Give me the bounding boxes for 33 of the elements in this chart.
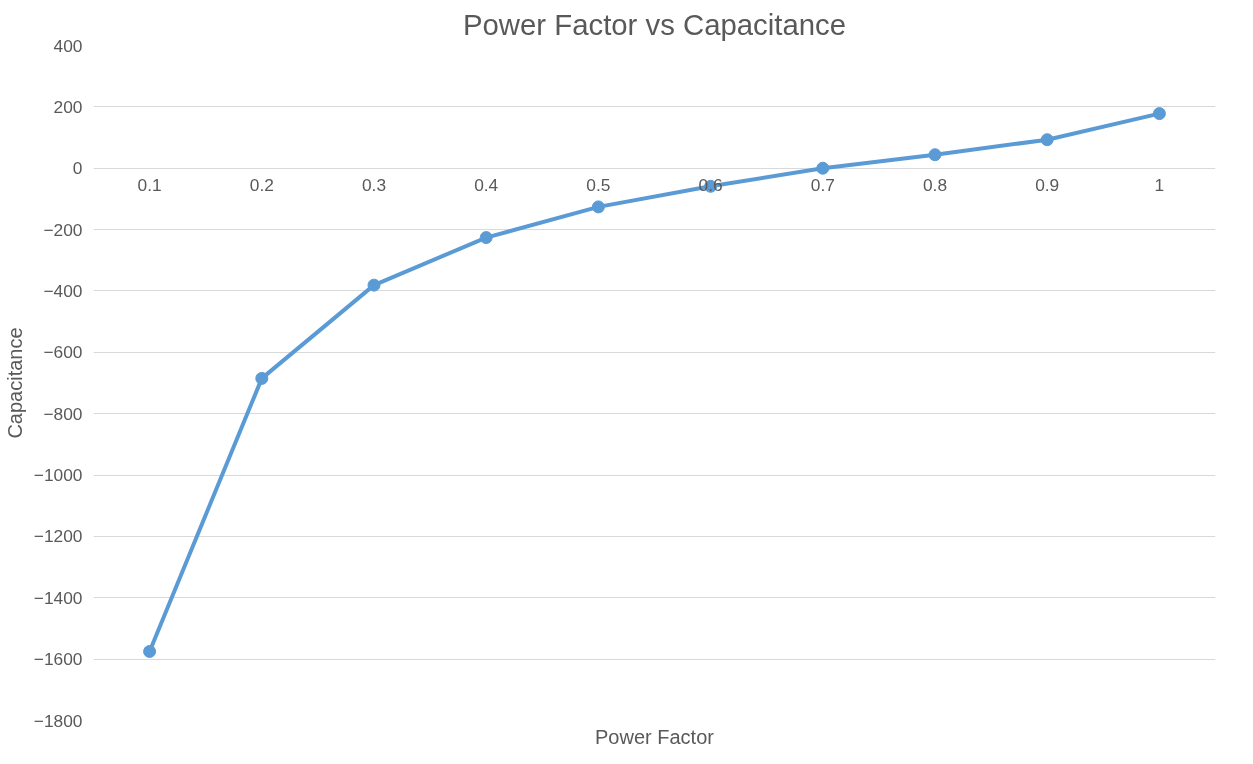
x-tick-label: 0.8 (922, 175, 948, 196)
chart-title: Power Factor vs Capacitance (462, 7, 847, 41)
y-tick-label: −800 (43, 403, 83, 424)
y-tick-label: 200 (53, 96, 83, 117)
y-tick-label: −1200 (33, 526, 83, 547)
y-tick-label: 0 (72, 158, 83, 179)
point (143, 644, 157, 658)
y-tick-label: −400 (43, 280, 83, 301)
x-tick-label: 0.9 (1035, 175, 1060, 196)
x-tick-label: 0.5 (586, 175, 611, 196)
point (1040, 133, 1054, 147)
y-tick-label: 400 (53, 35, 83, 56)
x-axis-title: Power Factor (595, 725, 715, 748)
point (928, 148, 942, 162)
x-tick-label: 0.3 (361, 175, 387, 196)
x-tick-label: 0.7 (810, 175, 835, 196)
x-tick-label: 0.1 (137, 175, 162, 196)
y-tick-label: −600 (43, 342, 83, 363)
point (1152, 107, 1166, 121)
y-tick-label: −200 (43, 219, 83, 240)
y-tick-label: −1800 (33, 710, 83, 731)
x-tick-label: 0.4 (474, 175, 499, 196)
point (479, 231, 493, 245)
point (816, 161, 830, 175)
y-tick-label: −1000 (33, 465, 83, 486)
x-tick-label: 1 (1154, 175, 1165, 196)
y-tick-label: −1400 (33, 587, 83, 608)
y-axis-title: Capacitance (3, 327, 26, 439)
y-tick-label: −1600 (33, 649, 83, 670)
point (367, 278, 381, 292)
point (591, 200, 605, 214)
x-tick-label: 0.2 (249, 175, 274, 196)
point (255, 371, 269, 385)
